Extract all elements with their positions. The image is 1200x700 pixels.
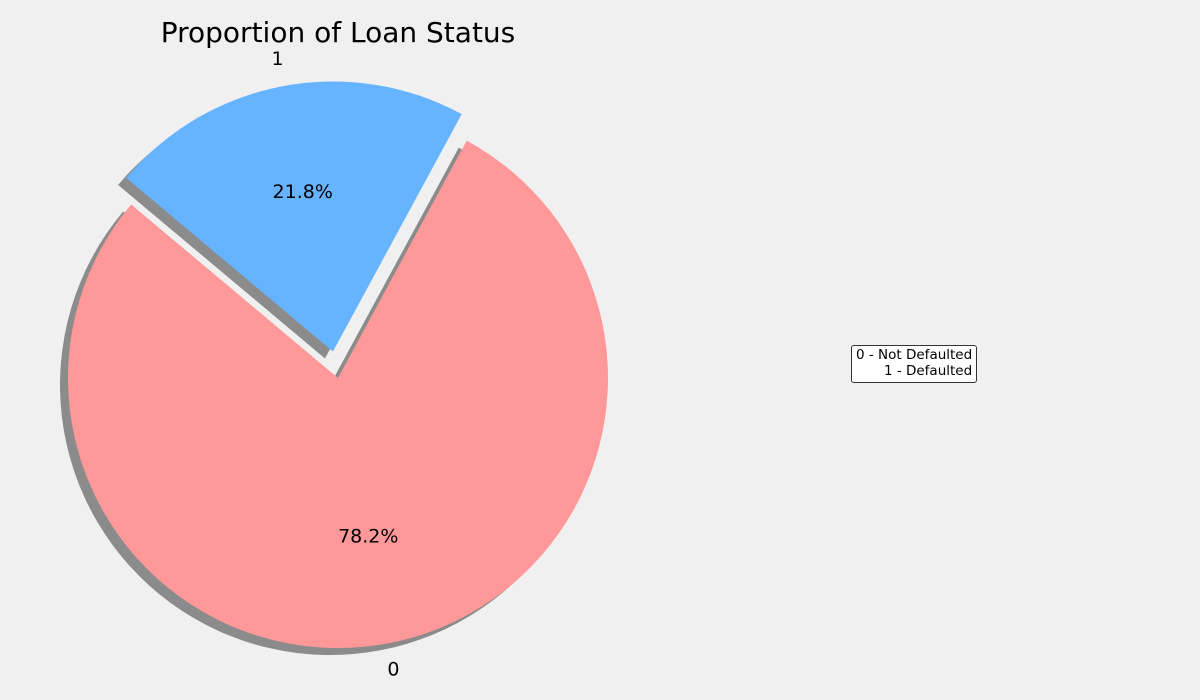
status-annotation-box: 0 - Not Defaulted 1 - Defaulted	[851, 345, 978, 383]
slice-label-1: 1	[271, 48, 283, 70]
annotation-line-0: 0 - Not Defaulted	[856, 347, 973, 363]
slice-label-0: 0	[387, 658, 399, 680]
chart-title: Proportion of Loan Status	[161, 16, 516, 49]
pie-slice-0	[67, 140, 608, 649]
pie-slice-1	[126, 81, 462, 352]
slice-pct-label-1: 21.8%	[273, 181, 333, 203]
annotation-line-1: 1 - Defaulted	[883, 363, 973, 379]
slice-pct-label-0: 78.2%	[338, 526, 398, 548]
